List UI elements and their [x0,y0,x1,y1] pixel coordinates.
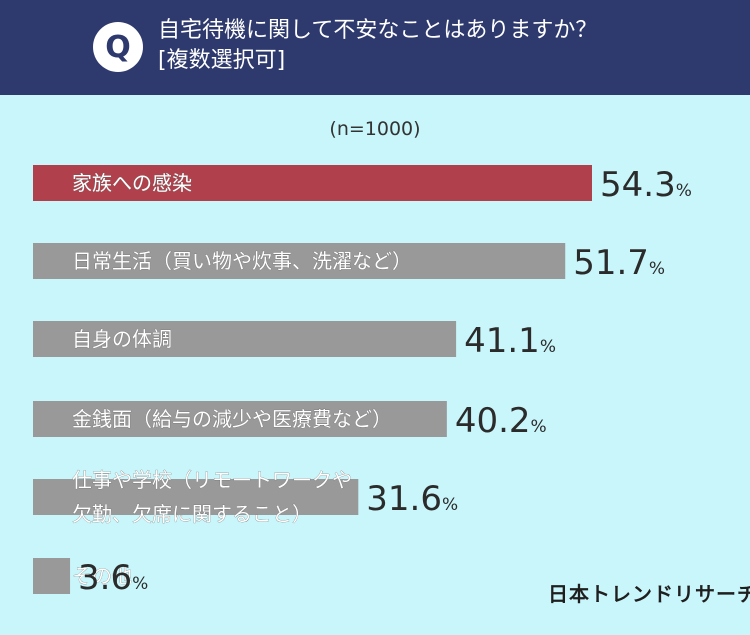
category-label-3: 金銭面（給与の減少や医療費など） [72,407,392,431]
category-label-2: 自身の体調 [72,327,172,351]
category-label-4-0: 仕事や学校（リモートワークや [72,468,352,492]
category-label-1: 日常生活（買い物や炊事、洗濯など） [72,249,412,273]
value-label-1: 51.7% [573,243,665,283]
value-label-3: 40.2% [455,401,547,441]
value-label-4: 31.6% [366,479,458,519]
brand-logo: 日本トレンドリサーチ [548,582,750,606]
bar-0 [33,165,592,201]
question-text: 自宅待機に関して不安なことはありますか？ [複数選択可] [158,16,597,76]
category-label-0: 家族への感染 [72,171,192,195]
bar-1 [33,243,566,279]
value-label-0: 54.3% [600,165,692,205]
q-badge: Q [93,22,143,72]
question-line-2: [複数選択可] [158,48,286,73]
bar-2 [33,321,457,357]
category-label-5: その他 [72,564,132,588]
category-label-4-1: 欠勤、欠席に関すること） [72,502,312,526]
bar-5 [33,558,71,594]
value-label-2: 41.1% [464,321,556,361]
question-header: Q 自宅待機に関して不安なことはありますか？ [複数選択可] [0,0,750,95]
question-line-1: 自宅待機に関して不安なことはありますか？ [158,18,598,43]
sample-size-label: (n=1000) [329,118,421,140]
bar-3 [33,401,447,437]
value-label-5: 3.6% [78,558,148,598]
bar-4 [33,479,359,515]
